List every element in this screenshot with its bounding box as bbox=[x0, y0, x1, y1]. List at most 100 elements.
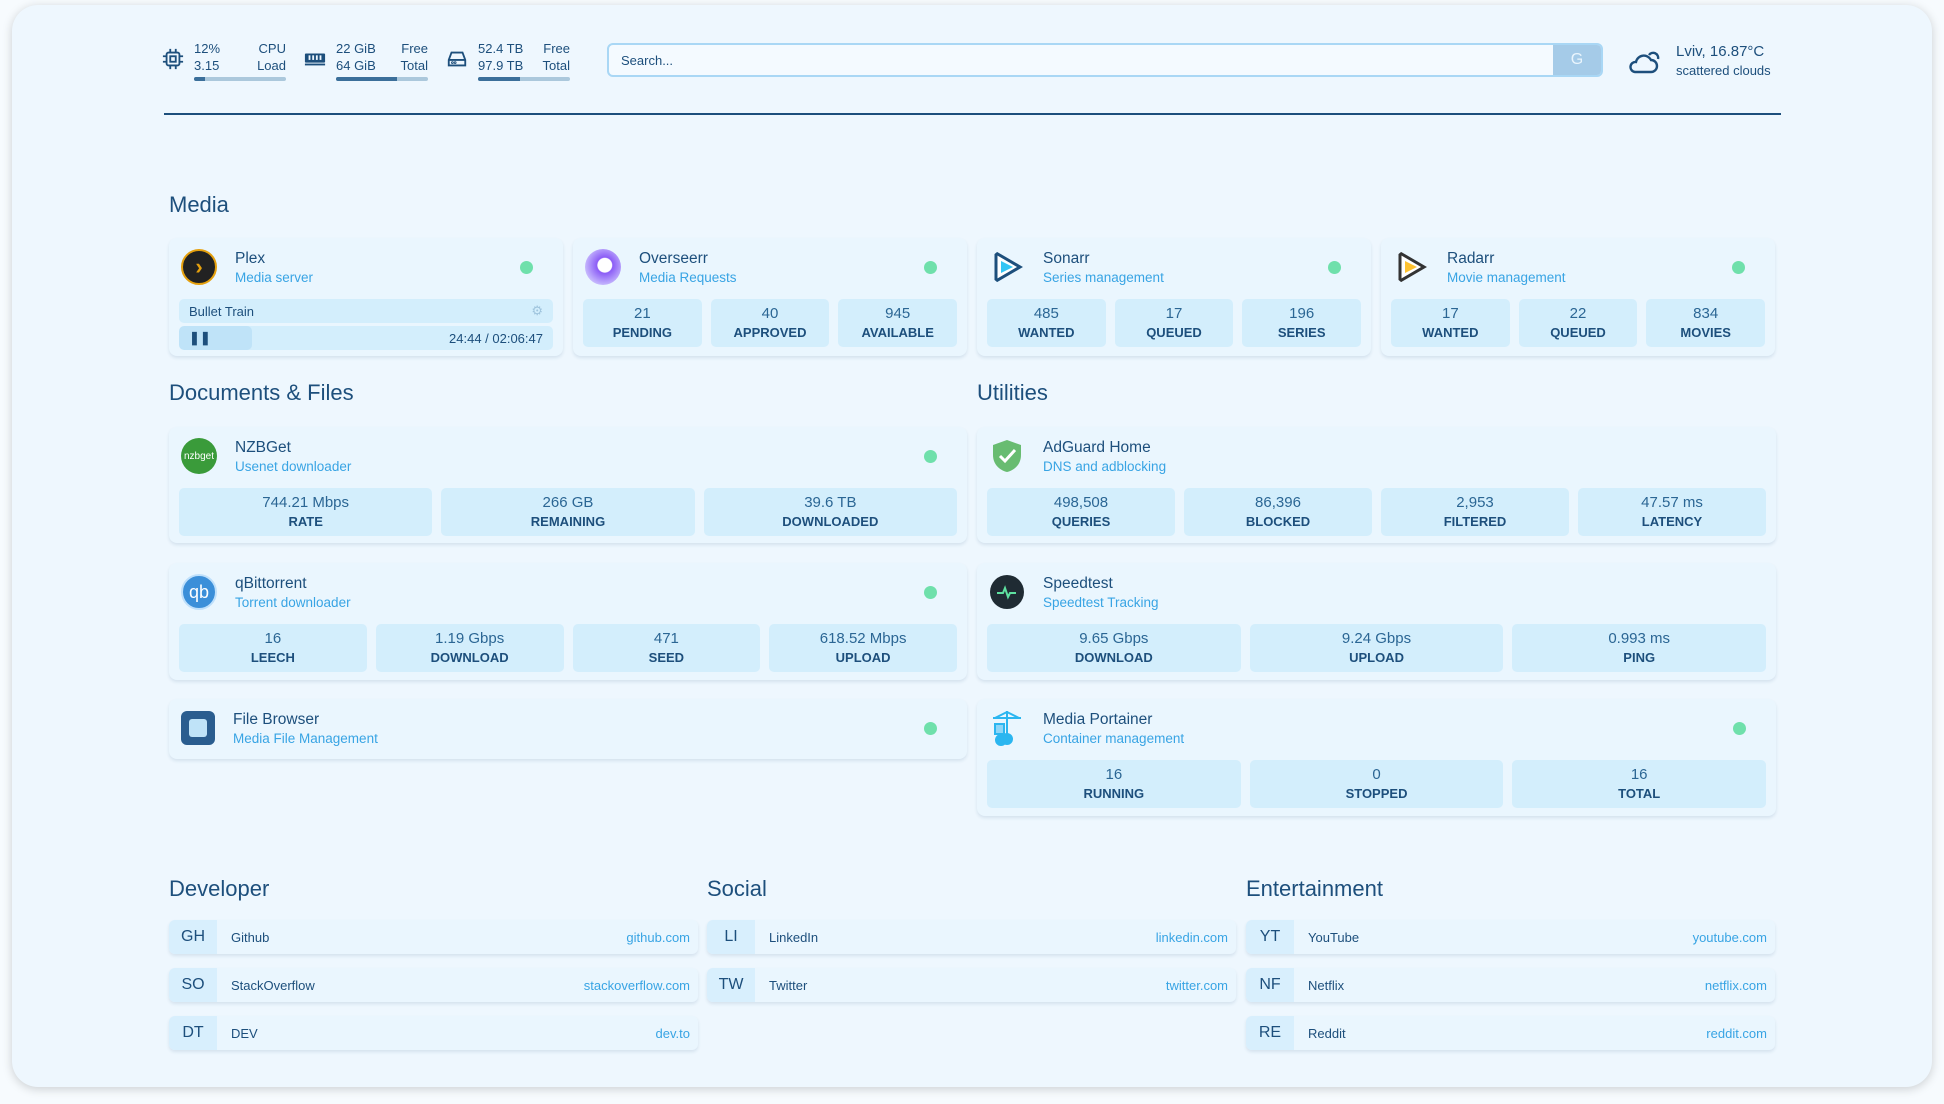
radarr-logo-icon bbox=[1391, 249, 1429, 285]
weather-condition: scattered clouds bbox=[1676, 63, 1771, 78]
status-dot bbox=[1732, 261, 1745, 274]
stat-block: 9.65 Gbps DOWNLOAD bbox=[987, 624, 1241, 672]
section-title-utilities: Utilities bbox=[977, 380, 1048, 405]
stat-block: 17 WANTED bbox=[1391, 299, 1510, 347]
stat-block: 1.19 Gbps DOWNLOAD bbox=[375, 624, 564, 672]
plex-logo-icon: › bbox=[181, 249, 217, 285]
dashboard-frame bbox=[12, 5, 1932, 1087]
stat-label: APPROVED bbox=[733, 325, 807, 340]
bookmark-reddit[interactable]: RE Reddit reddit.com bbox=[1246, 1016, 1775, 1050]
stat-block: 39.6 TB DOWNLOADED bbox=[703, 488, 957, 536]
stat-value: 485 bbox=[1033, 305, 1059, 322]
stat-value: 86,396 bbox=[1255, 494, 1301, 511]
disk-widget: 52.4 TB Free 97.9 TB Total bbox=[446, 40, 570, 81]
service-name: AdGuard Home bbox=[1043, 438, 1151, 456]
service-name: Plex bbox=[235, 249, 266, 267]
speedtest-logo-icon bbox=[987, 574, 1025, 610]
stat-block: 9.24 Gbps UPLOAD bbox=[1249, 624, 1504, 672]
bookmark-linkedin[interactable]: LI LinkedIn linkedin.com bbox=[707, 920, 1236, 954]
stat-block: 834 MOVIES bbox=[1646, 299, 1766, 347]
bookmark-twitter[interactable]: TW Twitter twitter.com bbox=[707, 968, 1236, 1002]
stat-block: 196 SERIES bbox=[1242, 299, 1362, 347]
service-card-plex[interactable]: › Plex Media server Bullet Train ⚙ ❚❚ 24:44… bbox=[169, 238, 563, 356]
search-box: G bbox=[607, 43, 1603, 77]
stat-value: 16 bbox=[1630, 766, 1648, 783]
service-description: Series management bbox=[1043, 269, 1164, 285]
sonarr-logo-icon bbox=[987, 249, 1025, 285]
stat-label: AVAILABLE bbox=[861, 325, 934, 340]
service-card-nzbget[interactable]: nzbget NZBGet Usenet downloader 744.21 Mbps… bbox=[169, 427, 967, 543]
status-dot bbox=[924, 722, 937, 735]
stat-block: 0 STOPPED bbox=[1249, 760, 1504, 808]
bookmark-github[interactable]: GH Github github.com bbox=[169, 920, 698, 954]
memory-icon bbox=[304, 53, 326, 66]
bookmark-url: github.com bbox=[626, 929, 690, 945]
media-info-icon[interactable]: ⚙ bbox=[531, 303, 543, 318]
search-provider-button[interactable]: G bbox=[1553, 45, 1601, 75]
disk-total: 97.9 TB bbox=[478, 58, 524, 73]
stat-value: 834 bbox=[1693, 305, 1719, 322]
stat-value: 22 bbox=[1569, 305, 1587, 322]
bookmark-name: DEV bbox=[231, 1025, 258, 1041]
stat-value: 0 bbox=[1372, 766, 1381, 783]
bookmark-abbr: GH bbox=[169, 920, 217, 954]
filebrowser-logo-icon bbox=[179, 711, 215, 745]
bookmark-group-title: Developer bbox=[169, 876, 270, 901]
cpu-load: 3.15 bbox=[194, 58, 220, 73]
service-stats: 16 RUNNING 0 STOPPED 16 TOTAL bbox=[987, 760, 1767, 808]
bookmark-name: LinkedIn bbox=[769, 929, 819, 945]
stat-block: 17 QUEUED bbox=[1114, 299, 1234, 347]
service-card-qbittorrent[interactable]: qb qBittorrent Torrent downloader 16 LEECH 1.… bbox=[169, 563, 967, 680]
bookmark-youtube[interactable]: YT YouTube youtube.com bbox=[1246, 920, 1775, 954]
service-card-radarr[interactable]: Radarr Movie management 17 WANTED 22 QUEUED 83… bbox=[1381, 238, 1775, 356]
bookmark-stackoverflow[interactable]: SO StackOverflow stackoverflow.com bbox=[169, 968, 698, 1002]
stat-value: 21 bbox=[633, 305, 651, 322]
stat-value: 1.19 Gbps bbox=[435, 630, 505, 647]
stat-value: 9.65 Gbps bbox=[1079, 630, 1149, 647]
service-description: Movie management bbox=[1447, 269, 1566, 285]
cpu-bar bbox=[194, 77, 286, 81]
bookmark-dev[interactable]: DT DEV dev.to bbox=[169, 1016, 698, 1050]
stat-label: RATE bbox=[288, 514, 323, 529]
bookmark-name: YouTube bbox=[1308, 929, 1360, 945]
service-description: Media Requests bbox=[639, 269, 737, 285]
pause-icon[interactable]: ❚❚ bbox=[189, 330, 211, 345]
service-card-speedtest[interactable]: Speedtest Speedtest Tracking 9.65 Gbps DOWN… bbox=[977, 563, 1776, 680]
stat-value: 744.21 Mbps bbox=[262, 494, 350, 511]
usage-fill bbox=[194, 77, 206, 81]
bookmark-abbr: SO bbox=[169, 968, 217, 1002]
stat-block: 40 APPROVED bbox=[710, 299, 830, 347]
memory-total: 64 GiB bbox=[336, 58, 376, 73]
search-input[interactable] bbox=[609, 45, 1553, 75]
service-description: Torrent downloader bbox=[235, 594, 351, 610]
service-card-adguard[interactable]: AdGuard Home DNS and adblocking 498,508 QUE… bbox=[977, 427, 1776, 543]
nzbget-logo-icon: nzbget bbox=[179, 438, 217, 474]
stat-value: 9.24 Gbps bbox=[1341, 630, 1412, 647]
service-card-overseerr[interactable]: Overseerr Media Requests 21 PENDING 40 APPROV… bbox=[573, 238, 967, 356]
service-name: File Browser bbox=[233, 710, 320, 728]
service-card-portainer[interactable]: Media Portainer Container management 16 RUN… bbox=[977, 699, 1776, 816]
weather-location-temp: Lviv, 16.87°C bbox=[1676, 43, 1765, 60]
stat-value: 17 bbox=[1441, 305, 1459, 322]
bookmark-url: youtube.com bbox=[1692, 929, 1767, 945]
section-title-docs: Documents & Files bbox=[169, 380, 354, 405]
stat-block: 47.57 ms LATENCY bbox=[1578, 488, 1766, 536]
bookmark-netflix[interactable]: NF Netflix netflix.com bbox=[1246, 968, 1775, 1002]
section-title-media: Media bbox=[169, 192, 229, 217]
status-dot bbox=[520, 261, 533, 274]
stat-label: BLOCKED bbox=[1245, 514, 1311, 529]
service-card-filebrowser[interactable]: File Browser Media File Management bbox=[169, 699, 967, 759]
stat-block: 471 SEED bbox=[572, 624, 761, 672]
stat-label: QUEUED bbox=[1146, 325, 1202, 340]
header-divider bbox=[164, 113, 1781, 115]
bookmark-name: Twitter bbox=[769, 977, 808, 993]
cpu-widget: 12% CPU 3.15 Load bbox=[162, 40, 286, 81]
bookmark-name: Reddit bbox=[1308, 1025, 1346, 1041]
stat-value: 39.6 TB bbox=[804, 494, 857, 511]
service-card-sonarr[interactable]: Sonarr Series management 485 WANTED 17 QUEUED… bbox=[977, 238, 1371, 356]
stat-label: SEED bbox=[648, 650, 685, 665]
bookmark-url: stackoverflow.com bbox=[583, 977, 690, 993]
stat-label: WANTED bbox=[1422, 325, 1479, 340]
service-description: Speedtest Tracking bbox=[1043, 594, 1159, 610]
stat-label: MOVIES bbox=[1680, 325, 1731, 340]
